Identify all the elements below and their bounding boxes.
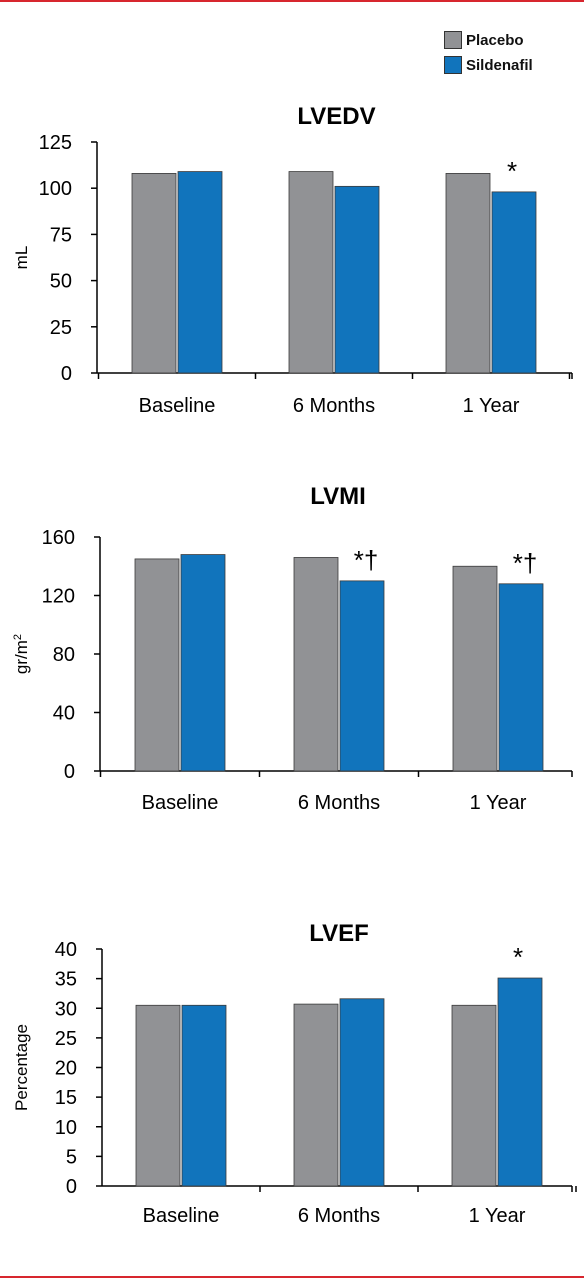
legend-swatch-placebo bbox=[444, 31, 462, 49]
legend-swatch-sildenafil bbox=[444, 56, 462, 74]
legend: Placebo Sildenafil bbox=[444, 29, 579, 79]
bar-placebo-6-months bbox=[293, 1003, 339, 1187]
y-tick-label-lvmi: 80 bbox=[53, 644, 75, 666]
bar-placebo-1-year bbox=[445, 173, 491, 374]
bar-placebo-1-year bbox=[451, 1004, 497, 1187]
category-label-baseline: Baseline bbox=[139, 395, 216, 417]
y-tick-label-lvedv: 100 bbox=[39, 178, 72, 200]
y-tick-label-lvef: 10 bbox=[55, 1117, 77, 1139]
y-tick-label-lvef: 20 bbox=[55, 1058, 77, 1080]
chart-title-lvedv: LVEDV bbox=[297, 103, 375, 130]
significance-marker: *† bbox=[354, 545, 379, 575]
y-tick-label-lvmi: 120 bbox=[42, 586, 75, 608]
category-label-6-months: 6 Months bbox=[298, 792, 380, 814]
bar-placebo-baseline bbox=[134, 558, 180, 772]
y-tick-label-lvef: 30 bbox=[55, 998, 77, 1020]
legend-item-sildenafil: Sildenafil bbox=[444, 54, 579, 76]
category-label-6-months: 6 Months bbox=[298, 1205, 380, 1227]
significance-marker: * bbox=[513, 942, 523, 972]
y-tick-label-lvedv: 0 bbox=[61, 363, 72, 385]
y-axis-label-lvedv: mL bbox=[12, 246, 31, 270]
chart-lvef: LVEF 0 5 10 15 20 25 30 35 40 Baseline 6 Months 1 Ye… bbox=[12, 920, 577, 1227]
y-axis-label-lvmi: gr/m2 bbox=[12, 634, 31, 674]
y-axis-label-superscript: 2 bbox=[12, 634, 24, 640]
legend-label-placebo: Placebo bbox=[466, 31, 524, 49]
y-tick-label-lvedv: 50 bbox=[50, 271, 72, 293]
y-tick-label-lvedv: 125 bbox=[39, 132, 72, 154]
legend-label-sildenafil: Sildenafil bbox=[466, 56, 533, 74]
y-axis-label-lvef: Percentage bbox=[12, 1024, 31, 1111]
bar-placebo-6-months bbox=[288, 171, 334, 374]
bar-sildenafil-1-year bbox=[498, 583, 544, 772]
bar-placebo-baseline bbox=[135, 1004, 181, 1187]
category-label-baseline: Baseline bbox=[142, 792, 219, 814]
y-tick-label-lvmi: 160 bbox=[42, 527, 75, 549]
chart-lvmi: LVMI 0 40 80 120 160 Baseline 6 Months 1 Year *† *… bbox=[12, 483, 573, 814]
bar-placebo-baseline bbox=[131, 173, 177, 374]
category-label-1-year: 1 Year bbox=[463, 395, 520, 417]
y-tick-label-lvedv: 75 bbox=[50, 224, 72, 246]
bar-sildenafil-1-year bbox=[491, 191, 537, 374]
bar-placebo-6-months bbox=[293, 557, 339, 772]
bar-sildenafil-baseline bbox=[181, 1004, 227, 1187]
bottom-border bbox=[0, 1276, 584, 1278]
y-tick-label-lvef: 25 bbox=[55, 1028, 77, 1050]
category-label-6-months: 6 Months bbox=[293, 395, 375, 417]
y-tick-label-lvmi: 0 bbox=[64, 761, 75, 783]
bar-placebo-1-year bbox=[452, 565, 498, 772]
y-tick-label-lvef: 35 bbox=[55, 969, 77, 991]
category-label-1-year: 1 Year bbox=[470, 792, 527, 814]
bar-sildenafil-6-months bbox=[339, 580, 385, 772]
chart-lvedv: LVEDV 0 25 50 75 100 125 Baseline 6 Months 1 Year… bbox=[12, 103, 573, 417]
top-border bbox=[0, 0, 584, 2]
y-tick-label-lvef: 40 bbox=[55, 939, 77, 961]
y-tick-label-lvef: 5 bbox=[66, 1146, 77, 1168]
y-tick-label-lvef: 0 bbox=[66, 1176, 77, 1198]
bar-sildenafil-1-year bbox=[497, 977, 543, 1187]
y-tick-label-lvmi: 40 bbox=[53, 703, 75, 725]
significance-marker: * bbox=[507, 156, 517, 186]
chart-title-lvmi: LVMI bbox=[310, 483, 366, 510]
bar-sildenafil-baseline bbox=[177, 171, 223, 374]
chart-title-lvef: LVEF bbox=[309, 920, 369, 947]
legend-item-placebo: Placebo bbox=[444, 29, 579, 51]
category-label-baseline: Baseline bbox=[143, 1205, 220, 1227]
y-tick-label-lvef: 15 bbox=[55, 1087, 77, 1109]
y-tick-label-lvedv: 25 bbox=[50, 317, 72, 339]
bar-sildenafil-6-months bbox=[339, 998, 385, 1187]
significance-marker: *† bbox=[513, 548, 538, 578]
bar-sildenafil-6-months bbox=[334, 185, 380, 374]
bar-sildenafil-baseline bbox=[180, 554, 226, 772]
category-label-1-year: 1 Year bbox=[469, 1205, 526, 1227]
